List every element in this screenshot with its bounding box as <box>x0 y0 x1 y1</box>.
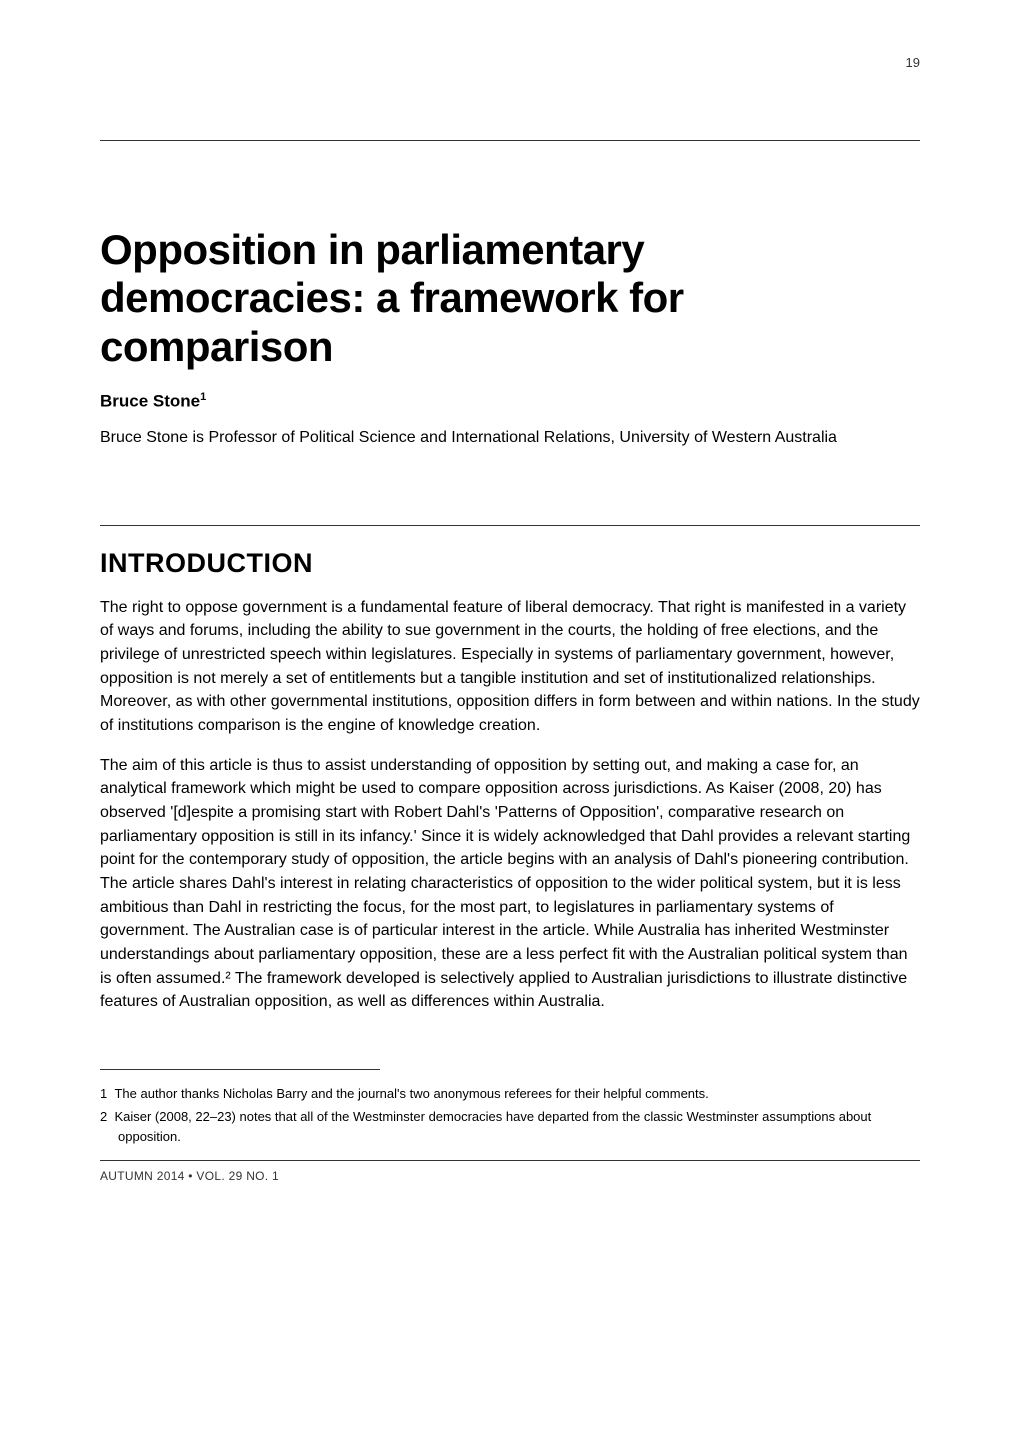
footnote-num: 2 <box>100 1109 107 1124</box>
bottom-rule <box>100 1160 920 1161</box>
author-text: Bruce Stone <box>100 392 200 411</box>
footnote-rule <box>100 1069 380 1070</box>
footnote-2: 2 Kaiser (2008, 22–23) notes that all of… <box>100 1107 920 1146</box>
footnote-num: 1 <box>100 1086 107 1101</box>
author-footnote-ref: 1 <box>200 391 206 403</box>
footnote-text: The author thanks Nicholas Barry and the… <box>114 1086 708 1101</box>
page-number: 19 <box>906 55 920 70</box>
footnote-text: Kaiser (2008, 22–23) notes that all of t… <box>114 1109 871 1144</box>
author-name: Bruce Stone1 <box>100 391 920 412</box>
body-paragraph: The right to oppose government is a fund… <box>100 596 920 738</box>
top-rule <box>100 140 920 141</box>
article-title: Opposition in parliamentary democracies:… <box>100 226 920 371</box>
section-heading: INTRODUCTION <box>100 548 920 579</box>
section-rule <box>100 525 920 526</box>
body-paragraph: The aim of this article is thus to assis… <box>100 754 920 1014</box>
journal-info: AUTUMN 2014 • VOL. 29 NO. 1 <box>100 1169 920 1183</box>
author-affiliation: Bruce Stone is Professor of Political Sc… <box>100 426 920 450</box>
footnote-1: 1 The author thanks Nicholas Barry and t… <box>100 1084 920 1104</box>
